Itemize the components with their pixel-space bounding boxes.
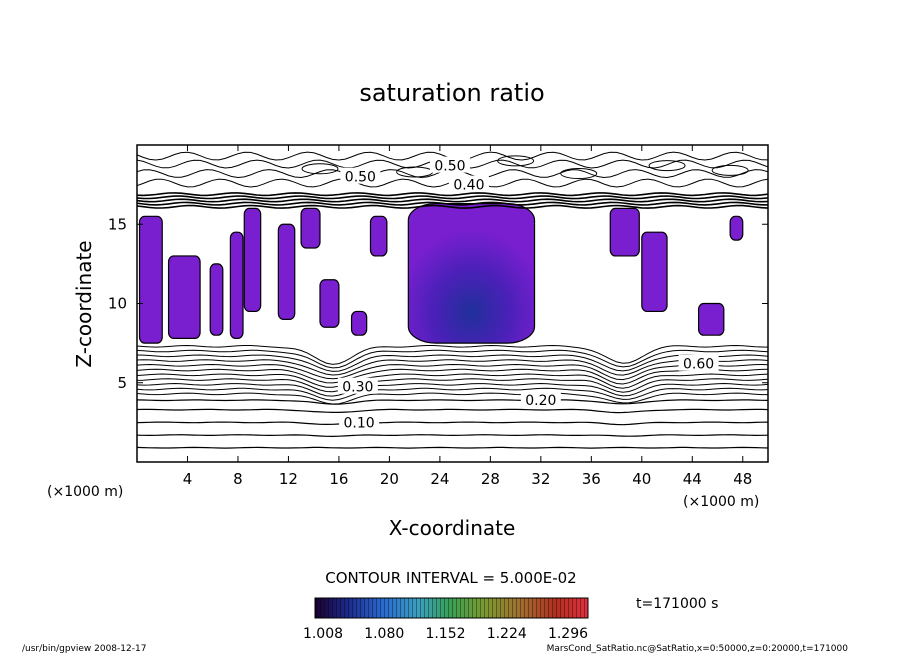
x-unit-right: (×1000 m) bbox=[683, 494, 759, 510]
colorbar-stripes bbox=[315, 598, 588, 618]
x-tick-label: 28 bbox=[481, 470, 500, 488]
supersaturated-region bbox=[243, 207, 262, 313]
colorbar-tick-label: 1.008 bbox=[303, 626, 343, 642]
plot-area bbox=[137, 151, 768, 449]
contour-line bbox=[137, 382, 768, 397]
contour-line bbox=[137, 399, 768, 405]
supersaturated-region bbox=[350, 310, 368, 336]
x-tick-label: 16 bbox=[329, 470, 348, 488]
contour-label-bg bbox=[448, 175, 489, 192]
y-axis-title: Z-coordinate bbox=[72, 240, 96, 367]
contour-loop bbox=[560, 168, 598, 180]
contour-label-bg bbox=[429, 156, 470, 173]
contour-label-bg bbox=[520, 391, 561, 408]
y-tick-label: 10 bbox=[108, 295, 127, 313]
supersaturated-region bbox=[407, 203, 536, 344]
x-tick-label: 36 bbox=[582, 470, 601, 488]
contour-label: 0.50 bbox=[345, 170, 376, 186]
x-tick-label: 48 bbox=[733, 470, 752, 488]
contour-label-bg bbox=[339, 413, 380, 430]
contour-label-bg bbox=[678, 354, 719, 371]
contour-line bbox=[137, 363, 768, 381]
contour-line bbox=[137, 387, 768, 401]
colorbar-tick-label: 1.224 bbox=[487, 626, 527, 642]
time-label: t=171000 s bbox=[636, 596, 718, 612]
x-tick-label: 4 bbox=[183, 470, 193, 488]
contour-line bbox=[137, 434, 768, 438]
x-tick-label: 40 bbox=[632, 470, 651, 488]
x-axis-title: X-coordinate bbox=[389, 516, 516, 540]
supersaturated-region bbox=[229, 231, 244, 339]
y-tick-label: 5 bbox=[117, 374, 127, 392]
contour-line bbox=[137, 378, 768, 393]
contour-line bbox=[137, 354, 768, 372]
contour-label-bg bbox=[340, 167, 381, 184]
contour-label: 0.60 bbox=[683, 357, 714, 373]
contour-line bbox=[137, 373, 768, 389]
contour-line bbox=[137, 192, 768, 197]
supersaturated-region bbox=[138, 215, 163, 344]
footer-left: /usr/bin/gpview 2008-12-17 bbox=[22, 644, 146, 654]
contour-line bbox=[137, 392, 768, 405]
supersaturated-region bbox=[369, 215, 388, 257]
contour-line bbox=[137, 201, 768, 206]
colorbar-tick-label: 1.152 bbox=[425, 626, 465, 642]
contour-loop bbox=[301, 163, 339, 175]
contour-loop bbox=[648, 160, 686, 172]
supersaturated-region bbox=[300, 207, 321, 249]
y-tick-label: 15 bbox=[108, 215, 127, 233]
colorbar-frame bbox=[314, 597, 589, 619]
supersaturated-region bbox=[697, 302, 725, 336]
contour-loop bbox=[497, 155, 535, 167]
colorbar-tick-label: 1.296 bbox=[548, 626, 588, 642]
supersaturated-region bbox=[641, 231, 668, 313]
contour-line bbox=[137, 195, 768, 200]
supersaturated-region bbox=[209, 263, 224, 336]
x-tick-label: 12 bbox=[279, 470, 298, 488]
x-unit-left: (×1000 m) bbox=[47, 484, 123, 500]
contour-label: 0.20 bbox=[525, 393, 556, 409]
colorbar: 1.008 1.080 1.152 1.224 1.296 bbox=[303, 597, 589, 642]
contour-label-bg bbox=[337, 377, 378, 394]
x-tick-label: 32 bbox=[531, 470, 550, 488]
contour-line bbox=[137, 344, 768, 365]
contour-line bbox=[137, 198, 768, 203]
contour-label: 0.40 bbox=[453, 178, 484, 194]
supersaturated-region bbox=[729, 215, 744, 241]
contour-label: 0.30 bbox=[342, 380, 373, 396]
x-tick-label: 8 bbox=[233, 470, 243, 488]
contour-line bbox=[137, 446, 768, 449]
contour-interval: CONTOUR INTERVAL = 5.000E-02 bbox=[325, 569, 576, 587]
contour-loop bbox=[711, 164, 749, 176]
supersaturated-region bbox=[609, 207, 640, 257]
supersaturated-region bbox=[277, 223, 296, 320]
supersaturated-region bbox=[167, 255, 201, 339]
x-tick-label: 44 bbox=[683, 470, 702, 488]
contour-line bbox=[137, 349, 768, 369]
footer-right: MarsCond_SatRatio.nc@SatRatio,x=0:50000,… bbox=[547, 644, 849, 654]
colorbar-tick-label: 1.080 bbox=[364, 626, 404, 642]
contour-label: 0.10 bbox=[344, 415, 375, 431]
supersaturated-region bbox=[319, 279, 340, 328]
x-tick-label: 24 bbox=[430, 470, 449, 488]
contour-line bbox=[137, 204, 768, 209]
contour-line bbox=[137, 359, 768, 376]
contour-line bbox=[137, 368, 768, 385]
chart-title: saturation ratio bbox=[359, 79, 544, 107]
x-tick-label: 20 bbox=[380, 470, 399, 488]
contour-line bbox=[137, 421, 768, 426]
contour-line bbox=[137, 408, 768, 414]
contour-label: 0.50 bbox=[434, 159, 465, 175]
